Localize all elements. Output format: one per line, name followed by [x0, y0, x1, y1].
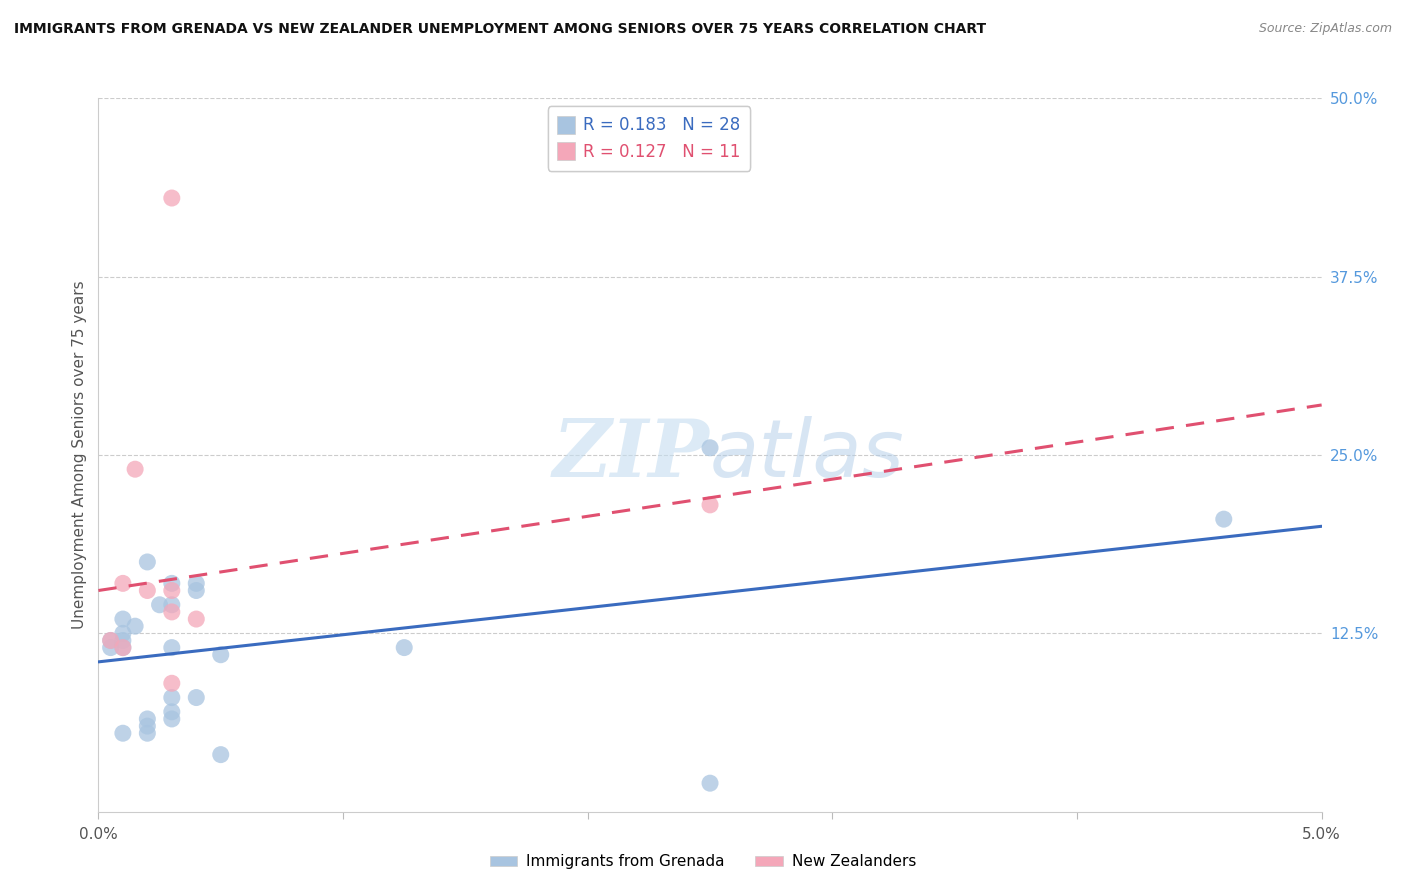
Text: Source: ZipAtlas.com: Source: ZipAtlas.com — [1258, 22, 1392, 36]
Point — [136, 555, 159, 569]
Point — [124, 462, 146, 476]
Point — [136, 726, 159, 740]
Point — [111, 626, 134, 640]
Point — [111, 726, 134, 740]
Point — [160, 191, 183, 205]
Point — [111, 576, 134, 591]
Text: atlas: atlas — [710, 416, 905, 494]
Point — [111, 633, 134, 648]
Point — [186, 612, 208, 626]
Point — [149, 598, 172, 612]
Point — [699, 441, 721, 455]
Point — [209, 747, 232, 762]
Legend: R = 0.183   N = 28, R = 0.127   N = 11: R = 0.183 N = 28, R = 0.127 N = 11 — [548, 106, 749, 170]
Point — [186, 583, 208, 598]
Point — [160, 690, 183, 705]
Point — [136, 719, 159, 733]
Point — [160, 640, 183, 655]
Point — [111, 640, 134, 655]
Point — [111, 640, 134, 655]
Point — [160, 583, 183, 598]
Point — [136, 712, 159, 726]
Point — [186, 690, 208, 705]
Point — [699, 776, 721, 790]
Point — [209, 648, 232, 662]
Point — [160, 676, 183, 690]
Point — [100, 633, 122, 648]
Point — [160, 705, 183, 719]
Point — [160, 712, 183, 726]
Point — [160, 605, 183, 619]
Point — [699, 498, 721, 512]
Point — [1212, 512, 1234, 526]
Text: IMMIGRANTS FROM GRENADA VS NEW ZEALANDER UNEMPLOYMENT AMONG SENIORS OVER 75 YEAR: IMMIGRANTS FROM GRENADA VS NEW ZEALANDER… — [14, 22, 986, 37]
Point — [186, 576, 208, 591]
Point — [160, 576, 183, 591]
Text: ZIP: ZIP — [553, 417, 710, 493]
Point — [392, 640, 416, 655]
Point — [160, 598, 183, 612]
Point — [111, 612, 134, 626]
Point — [100, 633, 122, 648]
Point — [124, 619, 146, 633]
Point — [100, 640, 122, 655]
Legend: Immigrants from Grenada, New Zealanders: Immigrants from Grenada, New Zealanders — [484, 848, 922, 875]
Point — [136, 583, 159, 598]
Y-axis label: Unemployment Among Seniors over 75 years: Unemployment Among Seniors over 75 years — [72, 281, 87, 629]
